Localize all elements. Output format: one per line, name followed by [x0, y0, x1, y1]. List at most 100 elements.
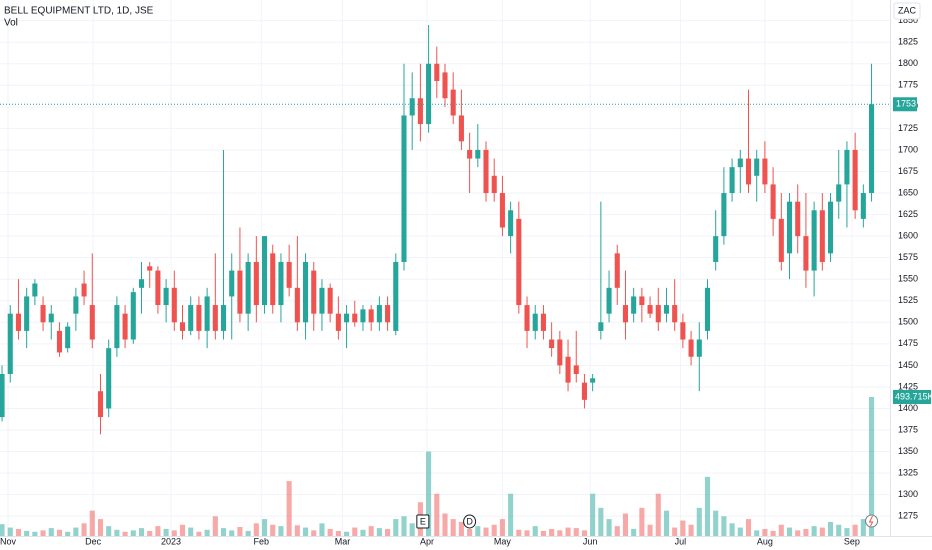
candle-body	[549, 339, 555, 349]
candle-body	[237, 270, 243, 314]
volume-bar	[122, 531, 128, 536]
y-tick-label: 1500	[898, 317, 918, 327]
candle-body	[540, 313, 546, 331]
volume-bar	[40, 530, 46, 536]
candle-body	[270, 253, 276, 306]
candle-body	[565, 356, 571, 383]
event-marker[interactable]	[463, 514, 477, 529]
volume-bar	[253, 523, 259, 536]
candle-body	[778, 218, 784, 262]
y-tick-label: 1275	[898, 511, 918, 521]
candle-body	[590, 378, 596, 383]
volume-bar	[311, 530, 317, 536]
candle-body	[401, 115, 407, 262]
candle-body	[24, 296, 30, 331]
last-volume-label: 493.715K	[895, 391, 932, 401]
price-pane	[0, 24, 875, 435]
x-tick-label: Jun	[583, 536, 598, 546]
y-tick-label: 1600	[898, 230, 918, 240]
currency-box[interactable]	[893, 2, 921, 20]
candle-body	[81, 283, 87, 297]
currency: ZAC	[898, 5, 917, 15]
candle-body	[483, 149, 489, 194]
candle-body	[286, 261, 292, 288]
candle-body	[179, 322, 186, 331]
y-tick-label: 1400	[898, 403, 918, 413]
candle-body	[598, 322, 604, 331]
volume-bar	[385, 528, 391, 536]
candle-body	[795, 201, 801, 237]
candle-body	[40, 305, 46, 323]
candle-body	[672, 305, 678, 323]
candle-body	[327, 287, 333, 314]
split-icon	[868, 515, 874, 527]
volume-title: Vol	[4, 18, 18, 29]
volume-bar	[778, 524, 784, 536]
volume-bar	[368, 526, 374, 536]
volume-bar	[401, 516, 407, 536]
volume-bar	[844, 528, 850, 536]
volume-bar	[114, 529, 120, 536]
candle-body	[0, 373, 5, 418]
volume-bar	[65, 531, 71, 536]
candle-body	[32, 283, 38, 297]
y-tick-label: 1300	[898, 489, 918, 499]
x-tick-label: Dec	[85, 536, 102, 546]
volume-bar	[7, 527, 13, 536]
candle-body	[655, 305, 661, 323]
candle-body	[138, 279, 145, 288]
volume-bar	[155, 526, 161, 536]
candle-body	[426, 63, 432, 125]
candle-body	[114, 305, 120, 349]
candle-body	[344, 313, 350, 323]
volume-bar	[450, 519, 456, 536]
volume-bar	[319, 523, 325, 536]
volume-bar	[508, 493, 514, 536]
candle-body	[417, 98, 423, 125]
last-volume-box	[893, 389, 931, 404]
volume-bar	[0, 524, 5, 536]
candle-body	[253, 261, 259, 306]
volume-bar	[179, 524, 186, 536]
candle-body	[450, 89, 456, 116]
candle-body	[491, 175, 497, 194]
volume-bar	[606, 519, 612, 536]
candle-body	[606, 287, 612, 314]
volume-bar	[573, 528, 579, 536]
volume-bar	[696, 507, 702, 536]
volume-bar	[426, 451, 432, 536]
volume-bar	[245, 530, 251, 536]
volume-bar	[434, 493, 440, 536]
volume-bar	[73, 527, 79, 536]
event-marker[interactable]	[416, 514, 430, 529]
volume-bar	[704, 476, 711, 536]
candle-body	[614, 253, 620, 288]
candle-body	[171, 287, 177, 323]
candle-body	[786, 201, 793, 254]
candle-body	[188, 305, 194, 331]
volume-bar	[294, 525, 300, 536]
volume-bar	[852, 524, 858, 536]
volume-bar	[360, 529, 366, 536]
y-tick-label: 1475	[898, 338, 918, 348]
volume-bar	[827, 521, 834, 536]
grid	[0, 0, 890, 536]
candle-body	[294, 287, 300, 323]
y-tick-label: 1325	[898, 467, 918, 477]
volume-bar	[344, 531, 350, 536]
candle-body	[393, 261, 399, 331]
candle-body	[737, 158, 743, 168]
volume-bar	[327, 528, 333, 536]
volume-bar	[32, 531, 38, 536]
volume-bar	[278, 526, 284, 536]
volume-bar	[631, 528, 637, 536]
volume-bar	[639, 507, 645, 536]
candle-body	[508, 210, 514, 237]
candle-body	[89, 305, 95, 340]
volume-bar	[721, 516, 727, 536]
volume-bar	[836, 524, 842, 536]
y-tick-label: 1450	[898, 360, 918, 370]
volume-bar	[795, 530, 801, 536]
x-tick-label: Sep	[844, 536, 860, 546]
